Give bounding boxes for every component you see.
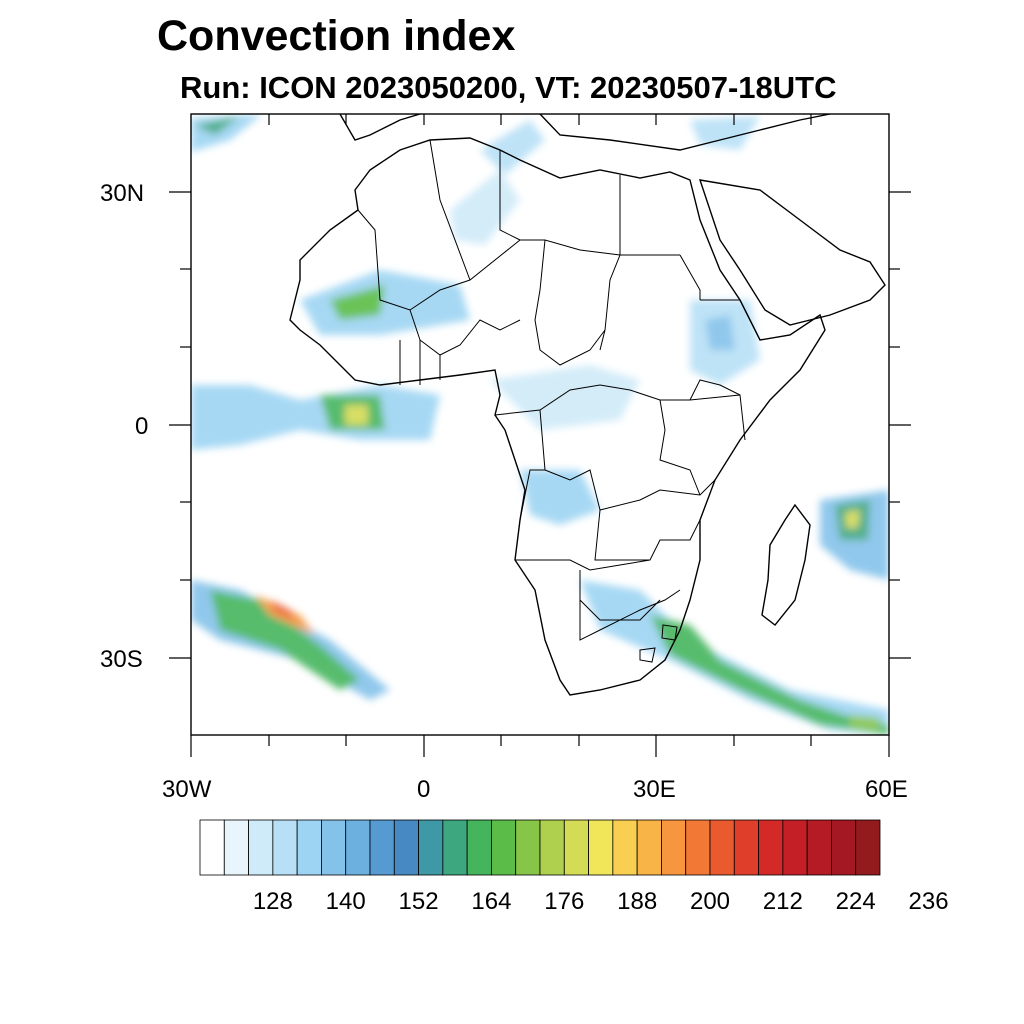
colorbar-swatch [709,819,735,876]
lat-label-0: 0 [135,413,149,440]
colorbar-swatch [733,819,759,876]
colorbar-swatch [466,819,492,876]
lon-label-30w: 30W [162,776,212,803]
colorbar-swatch [563,819,589,876]
colorbar-label: 188 [617,888,658,915]
colorbar-label: 128 [252,888,293,915]
colorbar-swatch [758,819,784,876]
colorbar-swatch [491,819,517,876]
colorbar-label: 140 [325,888,366,915]
colorbar [199,819,881,876]
coastlines [289,114,886,696]
colorbar-swatch [612,819,638,876]
map-ticks [169,114,911,757]
colorbar-swatch [515,819,541,876]
colorbar-label: 212 [762,888,803,915]
colorbar-swatch [442,819,468,876]
colorbar-label: 152 [398,888,439,915]
colorbar-label: 236 [908,888,949,915]
country-borders [357,139,761,663]
colorbar-swatch [588,819,614,876]
lon-label-60e: 60E [865,776,908,803]
colorbar-swatch [661,819,687,876]
lat-label-30s: 30S [100,646,143,673]
colorbar-swatch [296,819,322,876]
colorbar-label: 164 [471,888,512,915]
colorbar-swatch [248,819,274,876]
lon-label-30e: 30E [633,776,676,803]
colorbar-swatch [685,819,711,876]
map-subtitle: Run: ICON 2023050200, VT: 20230507-18UTC [180,70,837,105]
colorbar-swatch [831,819,857,876]
colorbar-label: 176 [544,888,585,915]
colorbar-swatch [782,819,808,876]
lon-label-0: 0 [417,776,431,803]
colorbar-swatch [369,819,395,876]
colorbar-swatch [223,819,249,876]
colorbar-swatch [272,819,298,876]
colorbar-swatch [321,819,347,876]
colorbar-label: 224 [835,888,876,915]
lat-label-30n: 30N [100,180,145,207]
convection-field [191,114,889,735]
colorbar-swatch [418,819,444,876]
colorbar-swatch [855,819,881,876]
colorbar-swatch [806,819,832,876]
colorbar-swatch [393,819,419,876]
colorbar-swatch [636,819,662,876]
map-title: Convection index [157,12,516,60]
colorbar-swatch [345,819,371,876]
colorbar-swatch [199,819,225,876]
colorbar-swatch [539,819,565,876]
colorbar-label: 200 [689,888,731,915]
